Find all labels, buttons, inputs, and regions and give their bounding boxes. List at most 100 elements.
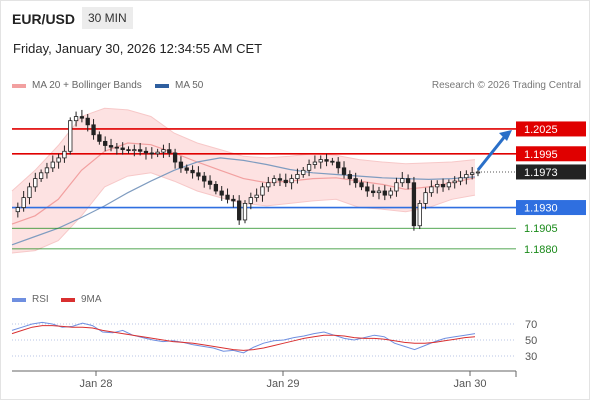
candle-body [353,178,358,184]
candle-body [242,203,248,221]
level-badge-resistance [516,146,586,162]
legend-ma20: MA 20 + Bollinger Bands [12,80,142,91]
candle-body [38,172,44,179]
level-label-resistance: 1.1995 [524,149,558,161]
candle-body [237,200,242,221]
candle-body [155,151,160,155]
legend-rsi-ma: 9MA [61,294,102,305]
symbol-title: EUR/USD [12,11,76,27]
candle-body [138,149,143,152]
candle-body [172,152,178,163]
last-price-label: 1.1973 [524,167,558,179]
x-tick-label: Jan 29 [266,378,299,390]
candle-body [382,190,387,196]
candle-body [330,160,335,163]
candle-body [225,194,230,200]
candle-body [405,178,411,184]
candle-body [21,197,26,208]
candle-body [97,134,102,142]
candle-body [324,159,329,162]
candle-body [283,179,288,184]
candle-body [207,180,213,185]
level-badge-support [516,200,586,216]
candle-body [411,182,417,227]
candle-body [394,182,399,192]
rsi-swatch [12,297,26,302]
rsi-tick-label: 30 [525,351,537,363]
bollinger-upper-line [11,107,476,192]
candle-body [423,192,428,204]
last-price-badge [516,164,586,180]
candle-body [417,203,422,227]
candle-body [429,186,434,194]
rsi-label: RSI [32,294,49,305]
forecast-arrow-line [476,134,508,171]
forecast-arrow-head [499,129,512,141]
candle-body [318,159,323,163]
candle-body [126,149,131,152]
candle-body [365,186,370,192]
rsi-line [11,321,476,354]
candle-body [62,150,67,159]
candle-body [184,167,189,171]
candle-body [27,186,32,199]
candle-body [306,164,312,171]
candle-body [266,182,271,188]
candle-body [452,180,457,184]
rsi-ma-swatch [61,297,75,302]
candle-body [79,116,85,119]
candle-body [470,172,475,175]
rsi-ma-label: 9MA [81,294,102,305]
candle-body [213,183,219,192]
candle-body [132,149,137,152]
candle-body [464,174,469,179]
level-label-target: 1.1880 [524,244,558,256]
x-tick-label: Jan 28 [79,378,112,390]
candle-body [167,149,172,154]
ma50-swatch [155,83,169,88]
candle-body [33,178,38,188]
candle-body [277,178,283,181]
candle-body [376,190,382,194]
ma50-line [11,157,476,246]
candle-body [219,190,224,196]
candle-body [114,146,119,149]
candle-body [271,178,277,184]
candle-body [108,145,114,148]
candle-body [254,194,259,199]
candle-body [68,120,73,152]
ma50-label: MA 50 [175,80,204,91]
ma20-swatch [12,83,26,88]
candle-body [446,182,452,188]
rsi-tick-label: 70 [525,319,537,331]
candle-body [458,177,463,182]
candle-body [161,149,166,153]
candle-body [85,117,90,126]
candle-body [295,174,300,179]
candle-body [143,150,149,154]
level-label-support: 1.1930 [524,203,558,215]
ma20-label: MA 20 + Bollinger Bands [32,80,142,91]
datetime-label: Friday, January 30, 2026 12:34:55 AM CET [13,41,263,56]
timeframe-badge[interactable]: 30 MIN [82,7,133,29]
candle-body [103,140,108,146]
candle-body [248,197,253,204]
candle-body [190,169,195,174]
candle-body [15,207,20,213]
candle-body [120,147,125,151]
candle-body [400,178,405,184]
candle-body [312,161,318,165]
candle-body [196,172,201,177]
candle-body [50,161,55,169]
candle-body [178,161,184,169]
candle-body [336,161,341,169]
candle-body [202,175,207,182]
candle-body [149,152,154,155]
candle-body [56,157,61,163]
candle-body [359,182,364,188]
candle-body [440,183,446,188]
candle-body [301,169,306,175]
level-label-resistance: 1.2025 [524,124,558,136]
rsi-tick-label: 50 [525,335,537,347]
bollinger-band [12,108,475,253]
